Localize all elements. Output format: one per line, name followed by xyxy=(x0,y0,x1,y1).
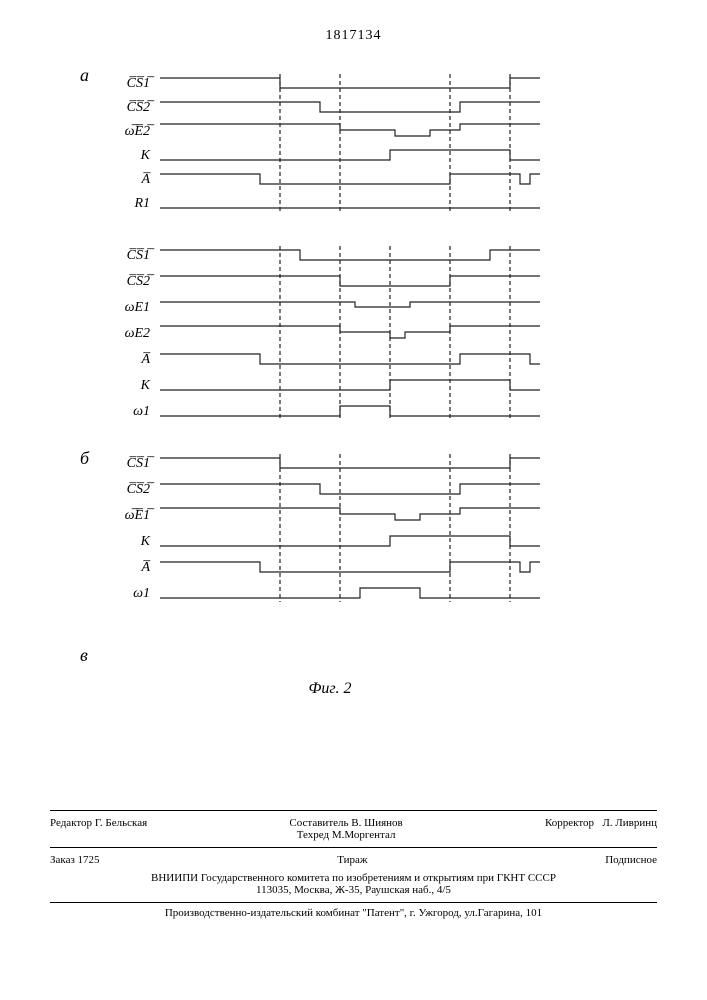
signal-label: C̅S̅1̅ xyxy=(100,76,150,92)
signal-label: A̅ xyxy=(100,172,150,188)
group-label: в xyxy=(80,645,88,666)
tirage: Тираж xyxy=(337,854,367,866)
signal-label: C̅S̅2̅ xyxy=(100,274,150,290)
subscription: Подписное xyxy=(605,854,657,866)
signal-label: K xyxy=(100,534,150,550)
signal-label: ωE1 xyxy=(100,300,150,316)
compiler-credit: Составитель В. Шиянов Техред М.Моргентал xyxy=(289,817,402,841)
signal-label: ω̅E̅2̅ xyxy=(100,124,150,140)
corrector-credit: Корректор Л. Ливринц xyxy=(545,817,657,841)
signal-label: C̅S̅2̅ xyxy=(100,100,150,116)
signal-label: ω1 xyxy=(100,586,150,602)
page-number: 1817134 xyxy=(0,28,707,44)
org-line-1: ВНИИПИ Государственного комитета по изоб… xyxy=(50,872,657,884)
production-line: Производственно-издательский комбинат "П… xyxy=(50,903,657,919)
signal-label: K xyxy=(100,378,150,394)
colophon: Редактор Г. Бельская Составитель В. Шиян… xyxy=(50,810,657,919)
order-number: Заказ 1725 xyxy=(50,854,100,866)
signal-label: A̅ xyxy=(100,560,150,576)
signal-label: ω1 xyxy=(100,404,150,420)
group-label: а xyxy=(80,65,89,86)
signal-label: A̅ xyxy=(100,352,150,368)
signal-label: C̅S̅1̅ xyxy=(100,456,150,472)
signal-label: C̅S̅1̅ xyxy=(100,248,150,264)
signal-label: R1 xyxy=(100,196,150,212)
figure-label: Фиг. 2 xyxy=(100,680,560,698)
org-line-2: 113035, Москва, Ж-35, Раушская наб., 4/5 xyxy=(50,884,657,896)
timing-svg xyxy=(100,60,560,700)
group-label: б xyxy=(80,448,89,469)
signal-label: ω̅E̅1̅ xyxy=(100,508,150,524)
signal-label: ωE2 xyxy=(100,326,150,342)
editor-credit: Редактор Г. Бельская xyxy=(50,817,147,841)
timing-diagram: аC̅S̅1̅C̅S̅2̅ω̅E̅2̅KA̅R1C̅S̅1̅C̅S̅2̅ωE1ω… xyxy=(100,60,560,680)
signal-label: K xyxy=(100,148,150,164)
signal-label: C̅S̅2̅ xyxy=(100,482,150,498)
